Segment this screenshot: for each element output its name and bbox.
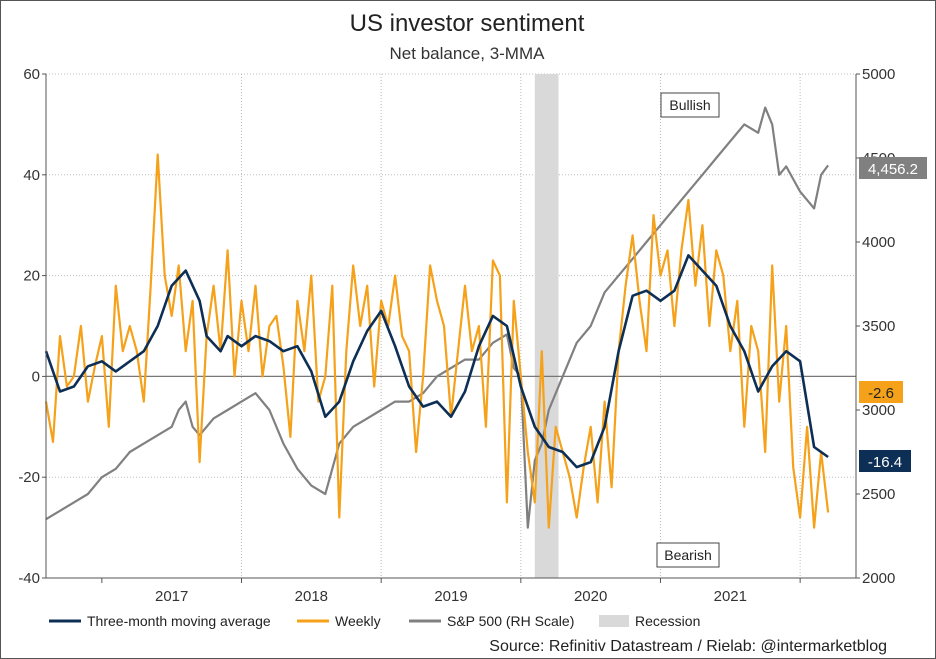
y-left-tick-label-1: 40 <box>23 167 40 184</box>
bearish-annotation: Bearish <box>656 542 720 568</box>
x-tick-label-2: 2019 <box>434 588 467 605</box>
end-label-sp500-box <box>859 157 927 179</box>
series-line-sp500 <box>45 106 829 529</box>
recession-band-layer <box>534 74 559 578</box>
end-label-sp500: 4,456.2 <box>859 157 927 179</box>
legend-label-weekly: Weekly <box>335 613 381 629</box>
series-line-weekly <box>44 153 830 529</box>
end-label-weekly: -2.6 <box>859 381 903 403</box>
y-right-tick-label-2: 4000 <box>862 234 895 251</box>
bearish-box <box>656 542 720 568</box>
y-left-tick-label-0: 60 <box>23 66 40 83</box>
end-label-sp500-text: 4,456.2 <box>868 161 918 178</box>
y-left-tick-label-3: 0 <box>32 368 40 385</box>
source-note: Source: Refinitiv Datastream / Rielab: @… <box>489 638 887 655</box>
end-label-mma: -16.4 <box>859 450 911 472</box>
legend-swatch-recession <box>599 615 629 627</box>
x-tick-label-3: 2020 <box>574 588 607 605</box>
y-right-tick-label-3: 3500 <box>862 318 895 335</box>
legend-label-mma: Three-month moving average <box>87 613 271 629</box>
x-tick-label-4: 2021 <box>714 588 747 605</box>
chart-title: US investor sentiment <box>350 10 585 37</box>
end-label-mma-text: -16.4 <box>868 454 902 471</box>
y-left-tick-label-2: 20 <box>23 268 40 285</box>
axes-layer: 6040200-20-40500045004000350030002500200… <box>18 66 895 605</box>
y-right-tick-label-5: 2500 <box>862 486 895 503</box>
y-left-tick-label-5: -40 <box>18 570 40 587</box>
series-layer <box>44 106 830 529</box>
legend: Three-month moving average Weekly S&P 50… <box>49 613 700 629</box>
series-line-three-month-average <box>44 254 829 469</box>
end-label-mma-box <box>859 450 911 472</box>
bearish-label: Bearish <box>664 547 711 563</box>
chart-subtitle: Net balance, 3-MMA <box>390 44 546 63</box>
x-tick-label-1: 2018 <box>295 588 328 605</box>
bullish-box <box>660 92 720 118</box>
y-left-tick-label-4: -20 <box>18 469 40 486</box>
recession-band <box>534 74 559 578</box>
bullish-label: Bullish <box>669 97 710 113</box>
x-tick-label-0: 2017 <box>155 588 188 605</box>
bullish-annotation: Bullish <box>660 92 720 118</box>
legend-label-sp500: S&P 500 (RH Scale) <box>447 613 574 629</box>
y-right-tick-label-4: 3000 <box>862 402 895 419</box>
y-right-tick-label-0: 5000 <box>862 66 895 83</box>
legend-label-recession: Recession <box>635 613 700 629</box>
end-label-weekly-box <box>859 381 903 403</box>
end-label-weekly-text: -2.6 <box>868 385 894 402</box>
y-right-tick-label-6: 2000 <box>862 570 895 587</box>
